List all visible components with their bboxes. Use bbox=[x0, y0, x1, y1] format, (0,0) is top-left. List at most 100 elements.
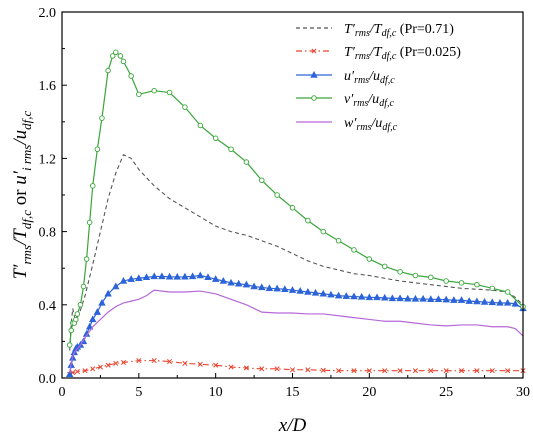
data-point bbox=[197, 361, 203, 367]
data-point bbox=[503, 298, 512, 306]
series-line bbox=[69, 153, 524, 351]
x-tick-label: 25 bbox=[439, 385, 453, 400]
data-point bbox=[212, 135, 219, 142]
data-point bbox=[80, 283, 87, 290]
data-point bbox=[136, 358, 142, 364]
data-point bbox=[73, 316, 79, 323]
data-point bbox=[489, 285, 496, 292]
y-tick-label: 0.8 bbox=[39, 226, 57, 241]
data-point bbox=[113, 360, 119, 366]
data-point bbox=[93, 308, 102, 315]
data-point bbox=[105, 67, 111, 74]
data-point bbox=[182, 360, 188, 366]
legend-label: T′rms/Tdf,c (Pr=0.71) bbox=[344, 22, 454, 39]
series-line bbox=[69, 360, 523, 375]
data-point bbox=[204, 273, 212, 281]
data-point bbox=[196, 271, 205, 279]
data-point bbox=[365, 293, 374, 301]
data-point bbox=[228, 364, 234, 370]
x-tick-label: 0 bbox=[59, 385, 66, 400]
data-point bbox=[242, 280, 251, 288]
data-point bbox=[250, 282, 258, 290]
data-point bbox=[151, 87, 157, 94]
data-point bbox=[86, 219, 93, 226]
data-point bbox=[366, 368, 372, 374]
legend-marker bbox=[310, 70, 318, 78]
data-point bbox=[366, 256, 373, 262]
x-tick-label: 20 bbox=[362, 385, 376, 400]
data-point bbox=[474, 368, 480, 374]
data-point bbox=[66, 342, 73, 348]
data-point bbox=[94, 146, 101, 152]
data-point bbox=[211, 275, 220, 282]
x-tick-label: 30 bbox=[516, 385, 530, 400]
data-point bbox=[166, 89, 173, 96]
y-tick-label: 1.2 bbox=[39, 152, 57, 167]
data-point bbox=[351, 247, 357, 253]
data-point bbox=[158, 272, 166, 280]
data-point bbox=[120, 359, 127, 365]
data-point bbox=[450, 296, 458, 303]
data-point bbox=[458, 368, 465, 374]
data-point bbox=[119, 276, 128, 284]
data-point bbox=[136, 91, 142, 98]
x-tick-label: 10 bbox=[209, 385, 223, 400]
data-point bbox=[350, 292, 358, 300]
y-tick-label: 2.0 bbox=[39, 6, 57, 21]
data-point bbox=[173, 272, 181, 280]
data-point bbox=[258, 283, 266, 291]
data-point bbox=[496, 298, 504, 306]
data-point bbox=[98, 298, 106, 306]
data-point bbox=[265, 284, 274, 292]
data-point bbox=[473, 297, 481, 305]
data-point bbox=[397, 368, 403, 374]
legend-marker bbox=[311, 48, 317, 54]
data-point bbox=[109, 53, 116, 59]
data-point bbox=[412, 272, 419, 279]
data-point bbox=[197, 122, 204, 129]
data-point bbox=[488, 298, 496, 306]
data-point bbox=[182, 104, 188, 110]
data-point bbox=[474, 281, 480, 288]
data-point bbox=[68, 327, 74, 334]
data-point bbox=[442, 295, 450, 303]
data-point bbox=[397, 269, 403, 275]
data-point bbox=[181, 272, 189, 280]
data-point bbox=[99, 115, 105, 121]
data-point bbox=[380, 293, 389, 301]
data-point bbox=[342, 292, 350, 299]
series-4 bbox=[66, 49, 526, 348]
data-point bbox=[127, 275, 135, 282]
data-point bbox=[281, 285, 289, 292]
data-point bbox=[112, 282, 120, 290]
data-point bbox=[465, 297, 473, 304]
data-point bbox=[480, 298, 489, 305]
data-point bbox=[428, 368, 434, 374]
plot-frame bbox=[61, 11, 524, 379]
data-point bbox=[396, 294, 404, 302]
data-point bbox=[213, 362, 219, 368]
series-line bbox=[69, 289, 524, 373]
data-point bbox=[443, 278, 449, 284]
series-3 bbox=[65, 271, 527, 378]
data-point bbox=[77, 302, 84, 308]
data-point bbox=[381, 263, 388, 270]
data-point bbox=[97, 364, 103, 370]
data-point bbox=[259, 366, 265, 372]
data-point bbox=[311, 288, 320, 296]
data-point bbox=[319, 289, 327, 297]
data-point bbox=[434, 295, 443, 303]
data-point bbox=[382, 368, 388, 374]
data-point bbox=[335, 237, 342, 244]
data-point bbox=[458, 280, 465, 286]
plot-marks bbox=[65, 49, 527, 378]
legend-marker bbox=[311, 95, 317, 101]
data-point bbox=[151, 358, 157, 364]
legend-label: v′rms/udf,c bbox=[344, 92, 394, 109]
data-point bbox=[288, 286, 297, 293]
legend-label: w′rms/udf,c bbox=[344, 116, 398, 133]
data-point bbox=[419, 294, 427, 302]
legend-label: u′rms/udf,c bbox=[344, 69, 395, 86]
data-point bbox=[120, 58, 127, 65]
data-point bbox=[357, 292, 366, 300]
